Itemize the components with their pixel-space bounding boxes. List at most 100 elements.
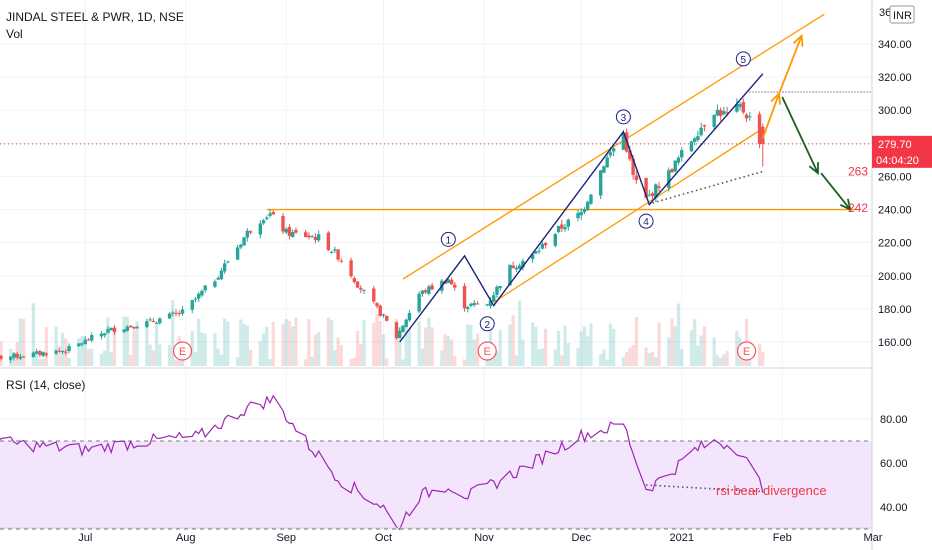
- volume-bar: [281, 323, 285, 366]
- volume-bar: [0, 341, 3, 366]
- volume-bar: [287, 320, 292, 366]
- volume-bar: [103, 350, 107, 366]
- candle-body: [521, 260, 525, 268]
- candle-body: [12, 353, 16, 358]
- candle-body: [715, 109, 720, 116]
- volume-bar: [336, 337, 340, 366]
- last-price-label: 279.70: [878, 139, 912, 151]
- candle-body: [86, 339, 91, 341]
- candle-body: [631, 158, 635, 175]
- rsi-divergence-dots: [646, 484, 763, 493]
- earnings-marker: [172, 341, 193, 361]
- volume-bar: [106, 317, 110, 366]
- wave-label-circle: [440, 231, 456, 247]
- volume-bar: [495, 350, 499, 366]
- volume-bar: [54, 326, 58, 366]
- volume-bar: [86, 349, 91, 366]
- chart-title: JINDAL STEEL & PWR, 1D, NSE: [6, 10, 184, 24]
- candle-body: [167, 313, 172, 319]
- candle-body: [673, 160, 677, 172]
- candle-body: [586, 201, 590, 210]
- candle-body: [362, 289, 366, 291]
- candle-body: [589, 194, 593, 204]
- currency-box[interactable]: [889, 5, 915, 24]
- volume-bar: [443, 334, 447, 366]
- candle-body: [511, 265, 515, 269]
- price-tick-label: 320.00: [878, 72, 912, 84]
- volume-bar: [699, 335, 703, 366]
- volume-bar: [294, 317, 298, 366]
- candle-body: [689, 141, 694, 152]
- candle-body: [417, 293, 421, 312]
- candle-body: [748, 116, 752, 118]
- rsi-band: [0, 440, 872, 530]
- candle-body: [654, 184, 658, 199]
- wave-label-2: 2: [484, 320, 490, 331]
- volume-bar: [203, 333, 207, 366]
- candle-body: [177, 313, 181, 315]
- candle-body: [67, 346, 71, 352]
- channel-upper: [402, 13, 825, 280]
- volume-bar: [226, 321, 230, 366]
- candle-body: [34, 351, 39, 354]
- candle-body: [744, 114, 749, 119]
- volume-bar: [261, 333, 266, 366]
- volume-bar: [171, 300, 175, 366]
- volume-bar: [67, 357, 71, 366]
- volume-bar: [670, 318, 674, 366]
- projection-arrow-down-2: [820, 172, 852, 211]
- candle-body: [203, 285, 207, 291]
- volume-bar: [197, 318, 201, 366]
- volume-bar: [154, 321, 159, 366]
- candle-body: [453, 284, 457, 288]
- volume-bar: [265, 326, 269, 366]
- candle-body: [125, 326, 130, 331]
- candle-body: [41, 352, 45, 356]
- candle-body: [200, 290, 204, 296]
- volume-bar: [38, 359, 42, 366]
- volume-bar: [304, 359, 308, 366]
- volume-bar: [462, 359, 467, 366]
- wave-label-circle: [638, 213, 654, 229]
- volume-bar: [135, 321, 139, 366]
- volume-bar: [317, 332, 321, 366]
- volume-bar: [57, 346, 61, 366]
- candle-body: [576, 213, 580, 219]
- candle-body: [644, 177, 648, 198]
- volume-bar: [44, 327, 48, 366]
- volume-bar: [453, 356, 457, 366]
- candles: [0, 98, 765, 363]
- channel-lower: [493, 127, 764, 303]
- volume-bar: [404, 326, 408, 366]
- volume-bar: [385, 358, 389, 366]
- volume-bar: [219, 354, 224, 366]
- candle-body: [722, 111, 726, 115]
- candle-body: [216, 277, 220, 280]
- candle-body: [449, 279, 454, 285]
- volume-bar: [129, 354, 133, 366]
- volume-bar: [193, 351, 198, 366]
- candle-body: [498, 286, 502, 289]
- time-tick-label: Mar: [864, 532, 883, 544]
- volume-bar: [579, 331, 583, 366]
- volume-bar: [122, 316, 126, 366]
- volume-bar: [650, 351, 655, 366]
- candle-body: [378, 305, 382, 316]
- candle-body: [287, 227, 292, 237]
- candle-body: [122, 329, 126, 333]
- currency-label[interactable]: INR: [893, 10, 912, 22]
- time-tick-label: Feb: [773, 532, 792, 544]
- volume-bar: [313, 334, 318, 366]
- candle-body: [469, 303, 473, 306]
- candle-body: [44, 353, 49, 355]
- candle-body: [582, 209, 587, 213]
- candle-body: [534, 251, 538, 254]
- volume-bar: [125, 316, 129, 366]
- volume-bar: [621, 357, 625, 366]
- volume-bar: [109, 352, 113, 366]
- candle-body: [741, 101, 746, 113]
- candle-body: [329, 252, 334, 254]
- volume-bar: [531, 322, 535, 366]
